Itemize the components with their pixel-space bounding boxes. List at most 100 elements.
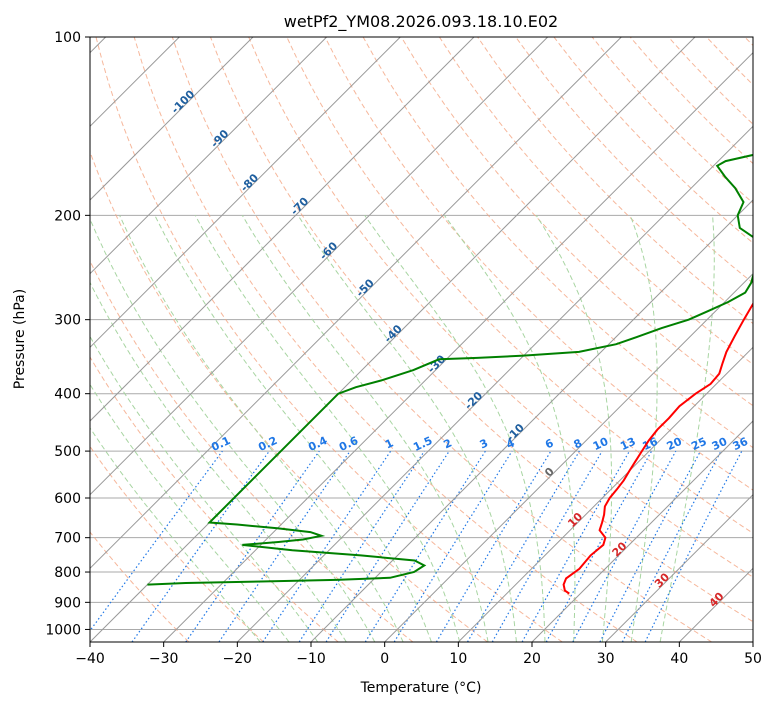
dewpoint-profile-line	[147, 153, 753, 586]
y-tick-label: 300	[54, 313, 81, 329]
isotherm-line	[236, 125, 753, 642]
isotherm-label: 40	[707, 590, 727, 610]
dry-adiabat-line	[553, 37, 753, 244]
x-tick-label: 20	[523, 651, 541, 667]
mixing-ratio-label: 2	[442, 436, 454, 451]
mixing-ratio-label: 16	[640, 435, 660, 453]
line-annotations: 0.1 0.2 0.4 0.6 1 1.5 2 3 4 6 8 10 13 16 20 25 30 36-100-…	[169, 87, 751, 609]
x-tick-label: 0	[380, 651, 389, 667]
isotherm-label: -100	[169, 87, 198, 116]
dry-adiabat-line	[744, 37, 753, 47]
dry-adiabat-line	[90, 356, 339, 642]
y-tick-label: 1000	[45, 622, 81, 638]
mixing-ratio-label: 30	[710, 435, 730, 453]
y-axis-label: Pressure (hPa)	[12, 289, 28, 389]
mixing-ratio-label: 3	[478, 436, 490, 451]
mixing-ratio-line	[325, 450, 450, 642]
isotherm-line	[678, 567, 753, 642]
isobar-grid	[90, 37, 753, 630]
mixing-ratio-line	[131, 450, 270, 642]
moist-adiabat-line	[90, 383, 290, 642]
moist-adiabat-line	[364, 215, 546, 642]
isotherm-line	[90, 37, 549, 496]
dry-adiabat-line	[90, 445, 264, 642]
mixing-ratio-line	[572, 450, 677, 642]
moist-adiabat-line	[194, 215, 461, 642]
dry-adiabat-line	[400, 37, 753, 407]
dry-adiabat-line	[90, 531, 190, 642]
dry-adiabat-line	[515, 37, 753, 284]
mixing-ratio-label: 20	[665, 435, 685, 453]
x-tick-label: −30	[149, 651, 179, 667]
isotherm-line	[310, 199, 753, 642]
moist-adiabat-line	[90, 217, 376, 642]
x-axis-ticks: −40 −30 −20 −10 0 10 20 30 40 50	[75, 642, 762, 667]
mixing-ratio-line	[298, 450, 425, 642]
mixing-ratio-label: 13	[618, 435, 637, 453]
isotherm-line	[90, 37, 401, 349]
dry-adiabat-line	[210, 37, 753, 623]
moist-adiabat-line	[297, 215, 517, 642]
isotherm-line	[752, 641, 753, 642]
isotherm-line	[90, 37, 475, 422]
dry-adiabat-line	[90, 150, 488, 642]
plot-frame	[89, 36, 754, 643]
isotherm-line	[531, 420, 753, 642]
mixing-ratio-line	[545, 450, 653, 642]
moist-adiabat-line	[90, 427, 261, 642]
chart-title: wetPf2_YM08.2026.093.18.10.E02	[284, 12, 558, 32]
isotherm-label: 10	[565, 510, 585, 530]
x-tick-label: 30	[597, 651, 615, 667]
isotherm-label: -50	[354, 276, 377, 299]
isotherm-label: -60	[317, 239, 340, 262]
moist-adiabat-line	[119, 215, 404, 642]
dry-adiabat-line	[668, 37, 753, 125]
mixing-ratio-lines	[90, 450, 743, 642]
mixing-ratio-line	[435, 450, 552, 642]
isotherm-label: 20	[610, 539, 630, 559]
dry-adiabat-line	[706, 37, 753, 86]
profile-series	[147, 153, 753, 595]
mixing-ratio-label: 1	[383, 436, 395, 451]
moist-adiabat-line	[90, 335, 319, 642]
isotherm-line	[605, 493, 753, 642]
dry-adiabats	[90, 37, 753, 642]
mixing-ratio-line	[621, 450, 722, 642]
moist-adiabat-line	[629, 215, 658, 642]
moist-adiabat-line	[154, 215, 432, 642]
isotherm-grid	[90, 37, 753, 642]
temperature-profile-line	[562, 301, 753, 595]
mixing-ratio-label: 6	[543, 436, 556, 451]
y-tick-label: 700	[54, 531, 81, 547]
dry-adiabat-line	[90, 259, 414, 642]
y-tick-label: 500	[54, 444, 81, 460]
dry-adiabat-line	[171, 37, 712, 642]
y-tick-label: 200	[54, 208, 81, 224]
x-tick-label: 50	[744, 651, 762, 667]
dry-adiabat-line	[438, 37, 753, 366]
moist-adiabat-line	[90, 281, 347, 642]
x-tick-label: −10	[296, 651, 326, 667]
isotherm-label: -70	[288, 194, 311, 217]
mixing-ratio-line	[521, 450, 631, 642]
mixing-ratio-line	[90, 450, 223, 632]
dry-adiabat-line	[362, 37, 753, 449]
isotherm-line	[384, 272, 753, 642]
x-tick-label: −20	[223, 651, 253, 667]
mixing-ratio-label: 36	[731, 435, 751, 453]
mixing-ratio-line	[218, 450, 351, 642]
y-tick-label: 600	[54, 491, 81, 507]
y-tick-label: 800	[54, 565, 81, 581]
isotherm-label: -40	[382, 322, 405, 345]
isotherm-line	[90, 37, 622, 570]
dry-adiabat-line	[95, 37, 563, 642]
mixing-ratio-label: 25	[689, 435, 708, 453]
y-tick-label: 100	[54, 30, 81, 46]
dry-adiabat-line	[133, 37, 638, 642]
y-tick-label: 400	[54, 387, 81, 403]
mixing-ratio-label: 10	[591, 435, 611, 453]
isotherm-line	[163, 51, 753, 642]
mixing-ratio-line	[393, 450, 513, 642]
dry-adiabat-line	[324, 37, 753, 491]
